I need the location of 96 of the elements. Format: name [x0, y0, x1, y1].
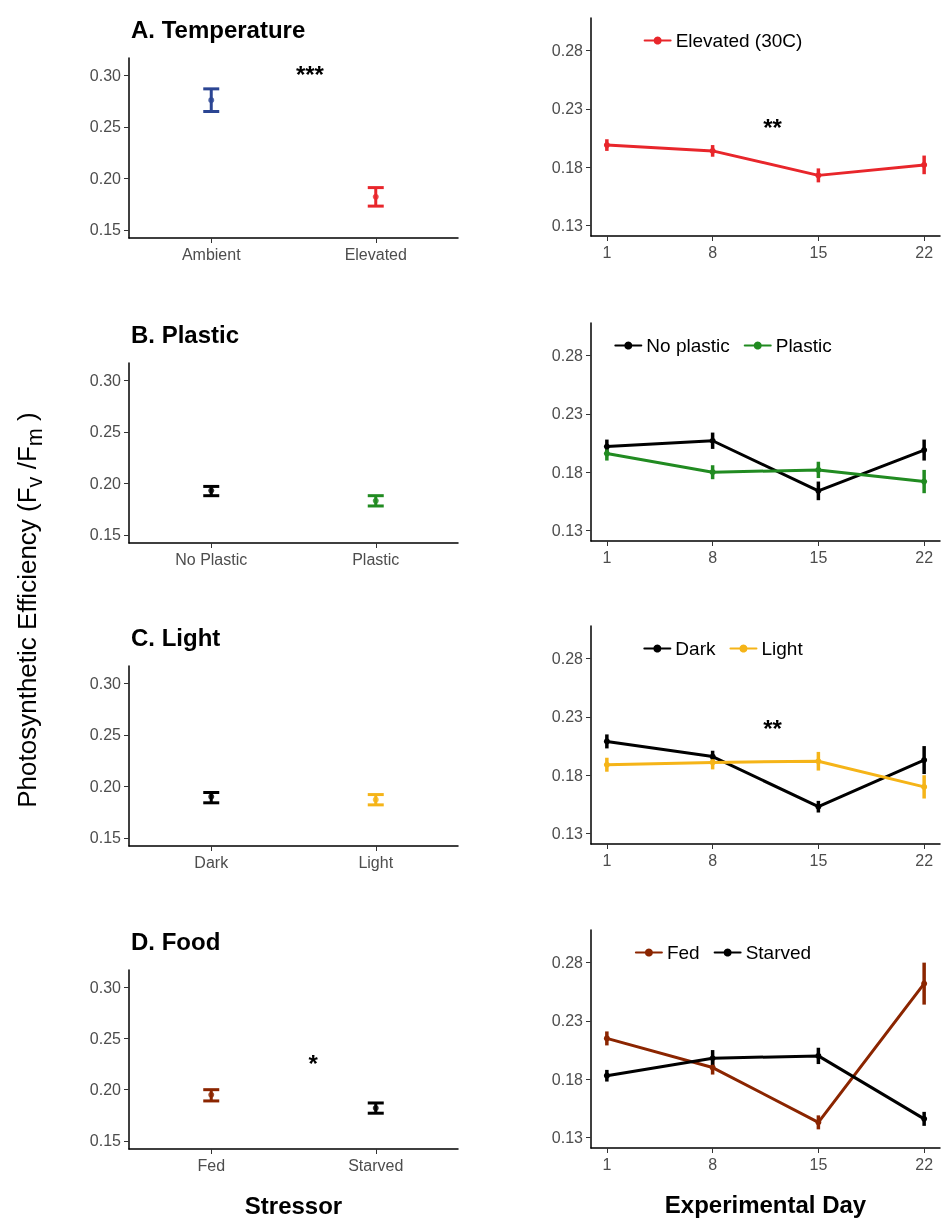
y-tick-label: 0.20: [89, 474, 122, 492]
y-tick-label: 0.18: [551, 1070, 584, 1088]
x-tick-label: 8: [708, 548, 718, 566]
x-tick-label: 8: [708, 851, 718, 869]
x-tick-label: 8: [708, 243, 718, 261]
legend-label: Fed: [666, 942, 700, 963]
y-tick-label: 0.30: [89, 371, 122, 389]
x-axis-title: Experimental Day: [664, 1190, 867, 1218]
y-tick-label: 0.18: [551, 463, 584, 481]
x-tick-label: 15: [809, 548, 828, 566]
y-tick-label: 0.13: [551, 217, 584, 235]
y-tick-label: 0.23: [551, 1012, 584, 1030]
y-tick-label: 0.28: [551, 42, 584, 60]
y-tick-label: 0.30: [89, 66, 122, 84]
y-tick-label: 0.20: [89, 169, 122, 187]
point: [921, 478, 928, 485]
point: [709, 469, 716, 476]
point: [815, 1052, 822, 1059]
chart-title: B. Plastic: [131, 320, 240, 348]
annotation: ***: [295, 60, 325, 88]
y-tick-label: 0.30: [89, 978, 122, 996]
legend-label: Dark: [675, 638, 716, 659]
legend-label: Starved: [745, 942, 812, 963]
point: [709, 1055, 716, 1062]
point: [709, 759, 716, 766]
x-tick-label: 1: [602, 851, 612, 869]
y-tick-label: 0.13: [551, 825, 584, 843]
y-tick-label: 0.18: [551, 158, 584, 176]
point: [921, 447, 928, 454]
y-tick-label: 0.18: [551, 766, 584, 784]
x-tick-label: 15: [809, 243, 828, 261]
x-tick-label: 1: [602, 1155, 612, 1173]
x-tick-label: Light: [358, 853, 394, 871]
x-tick-label: Plastic: [352, 550, 400, 568]
y-tick-label: 0.25: [89, 423, 122, 441]
point: [815, 172, 822, 179]
point: [603, 1035, 610, 1042]
y-tick-label: 0.25: [89, 118, 122, 136]
x-tick-label: Starved: [348, 1156, 404, 1174]
point: [921, 757, 928, 764]
y-tick-label: 0.25: [89, 726, 122, 744]
chart-title: C. Light: [131, 623, 221, 651]
x-tick-label: 8: [708, 1155, 718, 1173]
y-tick-label: 0.30: [89, 674, 122, 692]
x-axis-title: Stressor: [244, 1191, 343, 1219]
legend-label: No plastic: [646, 335, 730, 356]
point: [921, 980, 928, 987]
point: [709, 437, 716, 444]
y-tick-label: 0.13: [551, 522, 584, 540]
y-tick-label: 0.15: [89, 221, 122, 239]
point: [603, 761, 610, 768]
point: [603, 443, 610, 450]
y-tick-label: 0.15: [89, 526, 122, 544]
x-tick-label: 22: [915, 1155, 934, 1173]
y-tick-label: 0.28: [551, 347, 584, 365]
y-tick-label: 0.20: [89, 777, 122, 795]
x-tick-label: Elevated: [344, 245, 407, 263]
y-tick-label: 0.20: [89, 1081, 122, 1099]
annotation: **: [763, 113, 783, 141]
x-tick-label: 22: [915, 548, 934, 566]
y-tick-label: 0.25: [89, 1030, 122, 1048]
x-tick-label: 1: [602, 548, 612, 566]
annotation: **: [763, 714, 783, 742]
legend-label: Plastic: [775, 335, 832, 356]
x-tick-label: Ambient: [181, 245, 242, 263]
legend-label: Light: [761, 638, 804, 659]
point: [921, 783, 928, 790]
point: [709, 1064, 716, 1071]
legend-label: Elevated (30C): [675, 30, 803, 51]
y-tick-label: 0.28: [551, 650, 584, 668]
point: [815, 466, 822, 473]
y-tick-label: 0.13: [551, 1129, 584, 1147]
point: [815, 1119, 822, 1126]
y-tick-label: 0.15: [89, 1132, 122, 1150]
point: [603, 738, 610, 745]
x-tick-label: 15: [809, 851, 828, 869]
y-tick-label: 0.15: [89, 829, 122, 847]
x-tick-label: 22: [915, 851, 934, 869]
y-tick-label: 0.23: [551, 708, 584, 726]
point: [815, 487, 822, 494]
x-tick-label: 15: [809, 1155, 828, 1173]
chart-title: A. Temperature: [131, 15, 306, 43]
x-tick-label: 1: [602, 243, 612, 261]
annotation: *: [308, 1050, 319, 1078]
point: [921, 1115, 928, 1122]
point: [921, 161, 928, 168]
y-tick-label: 0.23: [551, 100, 584, 118]
x-tick-label: 22: [915, 243, 934, 261]
x-tick-label: No Plastic: [175, 550, 248, 568]
point: [603, 450, 610, 457]
chart-title: D. Food: [131, 927, 221, 955]
x-tick-label: Dark: [194, 853, 230, 871]
x-tick-label: Fed: [197, 1156, 226, 1174]
y-tick-label: 0.23: [551, 405, 584, 423]
y-tick-label: 0.28: [551, 954, 584, 972]
point: [815, 758, 822, 765]
